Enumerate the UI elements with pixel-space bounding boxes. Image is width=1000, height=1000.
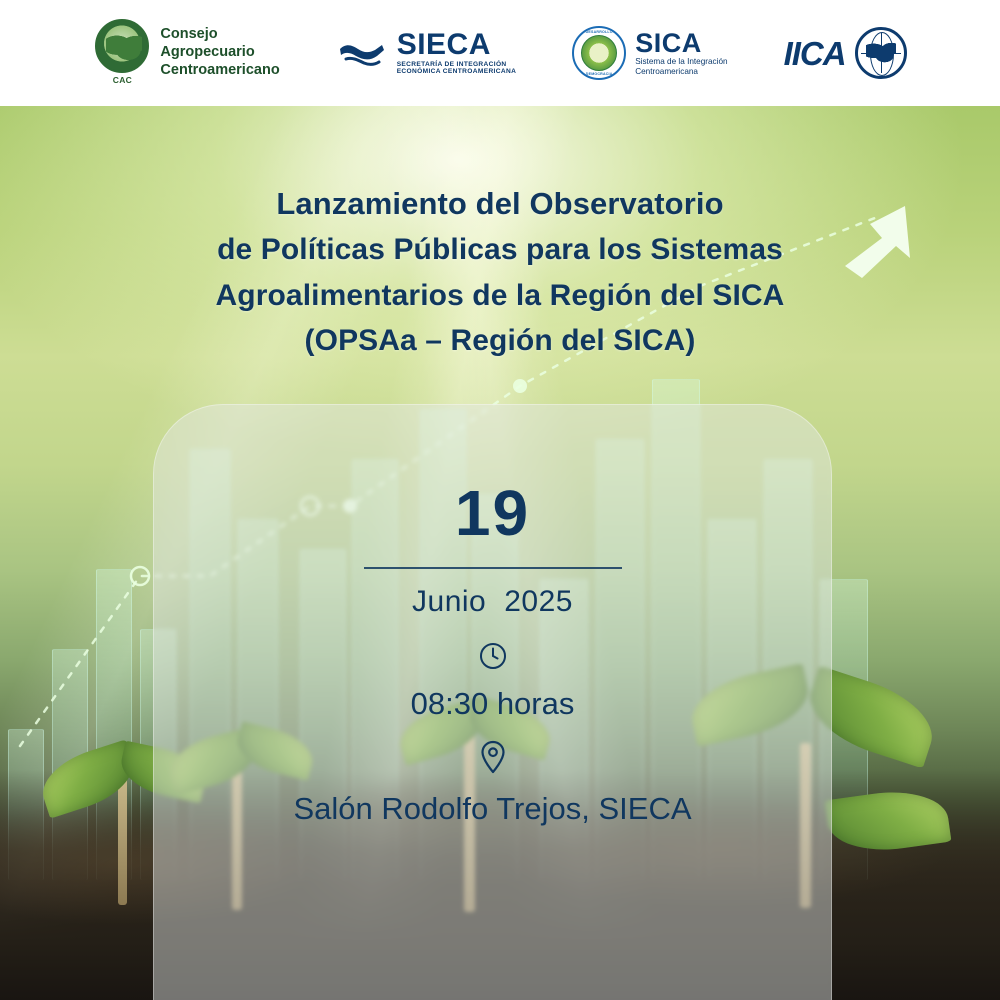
cac-text-line-2: Agropecuario — [160, 44, 255, 61]
sieca-logo-text: SIECA SECRETARÍA DE INTEGRACIÓN ECONÓMIC… — [397, 30, 517, 75]
logo-bar: CAC Consejo Agropecuario Centroamericano… — [0, 0, 1000, 106]
cac-seal-label: CAC — [112, 75, 133, 85]
title-line-3: Agroalimentarios de la Región del SICA — [215, 278, 785, 312]
event-venue: Salón Rodolfo Trejos, SIECA — [293, 791, 692, 826]
event-day: 19 — [454, 477, 531, 549]
event-details-card: 19 Junio 2025 08:30 horas — [153, 404, 832, 1000]
clock-icon-row — [154, 641, 831, 676]
cac-text-line-3: Centroamericano — [160, 61, 280, 78]
sieca-logo: SIECA SECRETARÍA DE INTEGRACIÓN ECONÓMIC… — [336, 30, 517, 75]
map-pin-icon — [480, 740, 506, 779]
title-line-4: (OPSAa – Región del SICA) — [304, 324, 696, 358]
iica-logo: IICA — [784, 27, 907, 79]
sieca-subtitle-2: ECONÓMICA CENTROAMERICANA — [396, 68, 517, 75]
sica-subtitle-2: Centroamericana — [635, 66, 698, 76]
clock-icon — [478, 641, 508, 676]
event-time: 08:30 horas — [410, 686, 575, 721]
cac-text-line-1: Consejo — [160, 26, 218, 43]
sica-logo: DESARROLLO DEMOCRACIA SICA Sistema de la… — [572, 26, 728, 80]
sica-logo-text: SICA Sistema de la Integración Centroame… — [635, 27, 728, 76]
sieca-subtitle-1: SECRETARÍA DE INTEGRACIÓN — [396, 61, 507, 69]
event-month: Junio — [412, 585, 487, 618]
iica-wordmark: IICA — [783, 34, 847, 72]
event-year: 2025 — [504, 585, 573, 618]
cac-logo: CAC Consejo Agropecuario Centroamericano — [93, 19, 280, 87]
cac-seal-icon: CAC — [93, 19, 151, 87]
event-month-year: Junio 2025 — [154, 585, 831, 619]
sieca-map-icon — [336, 33, 388, 73]
divider — [363, 567, 622, 569]
cac-logo-text: Consejo Agropecuario Centroamericano — [160, 26, 279, 79]
pin-icon-row — [154, 740, 831, 779]
poster-title: Lanzamiento del Observatorio de Política… — [0, 180, 1000, 364]
sica-seal-icon: DESARROLLO DEMOCRACIA — [572, 26, 627, 80]
sica-subtitle-1: Sistema de la Integración — [635, 56, 728, 66]
title-line-2: de Políticas Públicas para los Sistemas — [217, 233, 783, 267]
globe-icon — [854, 27, 907, 79]
sica-wordmark: SICA — [635, 27, 702, 58]
sieca-wordmark: SIECA — [396, 28, 491, 62]
title-line-1: Lanzamiento del Observatorio — [276, 186, 724, 221]
